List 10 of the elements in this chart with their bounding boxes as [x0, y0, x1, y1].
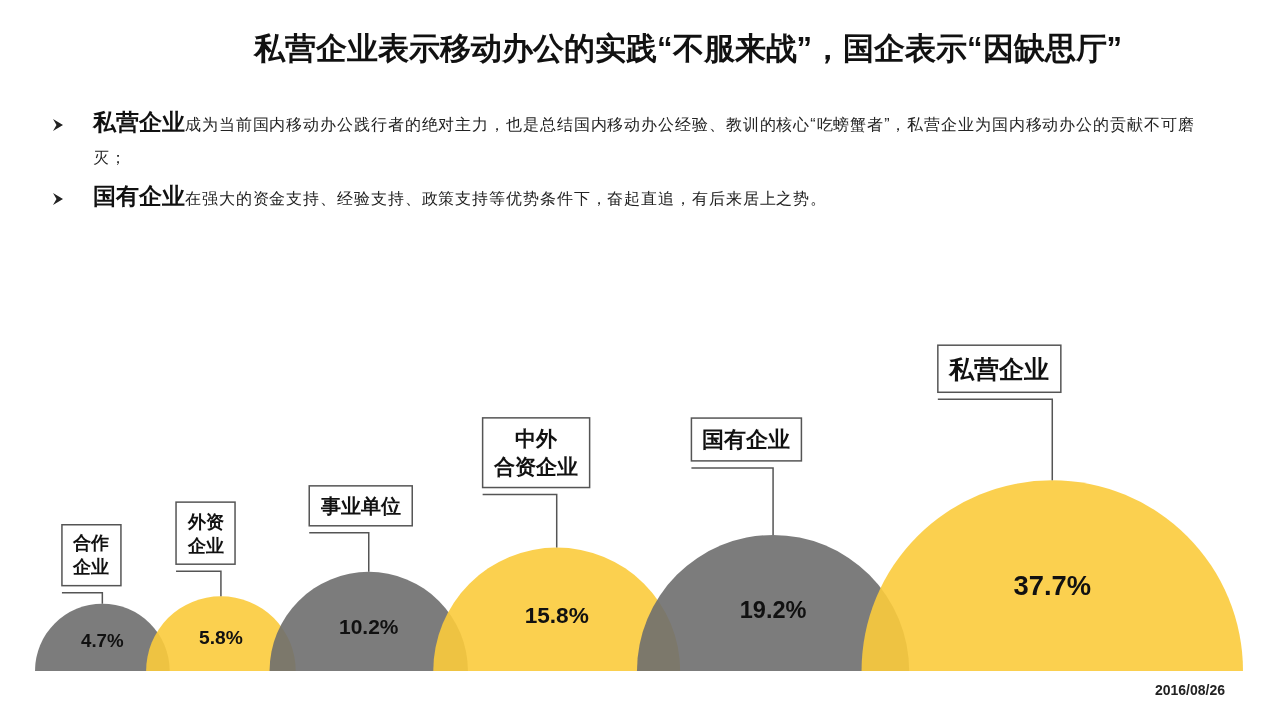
category-label: 外资企业	[186, 510, 224, 556]
category-label: 中外合资企业	[493, 426, 579, 479]
category-label: 私营企业	[948, 354, 1050, 383]
category-label: 国有企业	[702, 426, 791, 452]
category-label: 合作企业	[72, 533, 110, 577]
annotation: 私营企业成为当前国内移动办公践行者的绝对主力，也是总结国内移动办公经验、教训的核心“吃螃蟹者”，私营企业为国内移动办公的贡献不可磨灭；	[50, 108, 1215, 174]
annotation-source: 2016/08/26	[1154, 682, 1225, 698]
category-label: 事业单位	[319, 494, 401, 517]
annotation: 国有企业在强大的资金支持、经验支持、政策支持等优势条件下，奋起直追，有后来居上之势。	[50, 182, 1215, 215]
title: 私营企业表示移动办公的实践“不服来战”，国企表示“因缺思厅”	[252, 30, 1123, 68]
